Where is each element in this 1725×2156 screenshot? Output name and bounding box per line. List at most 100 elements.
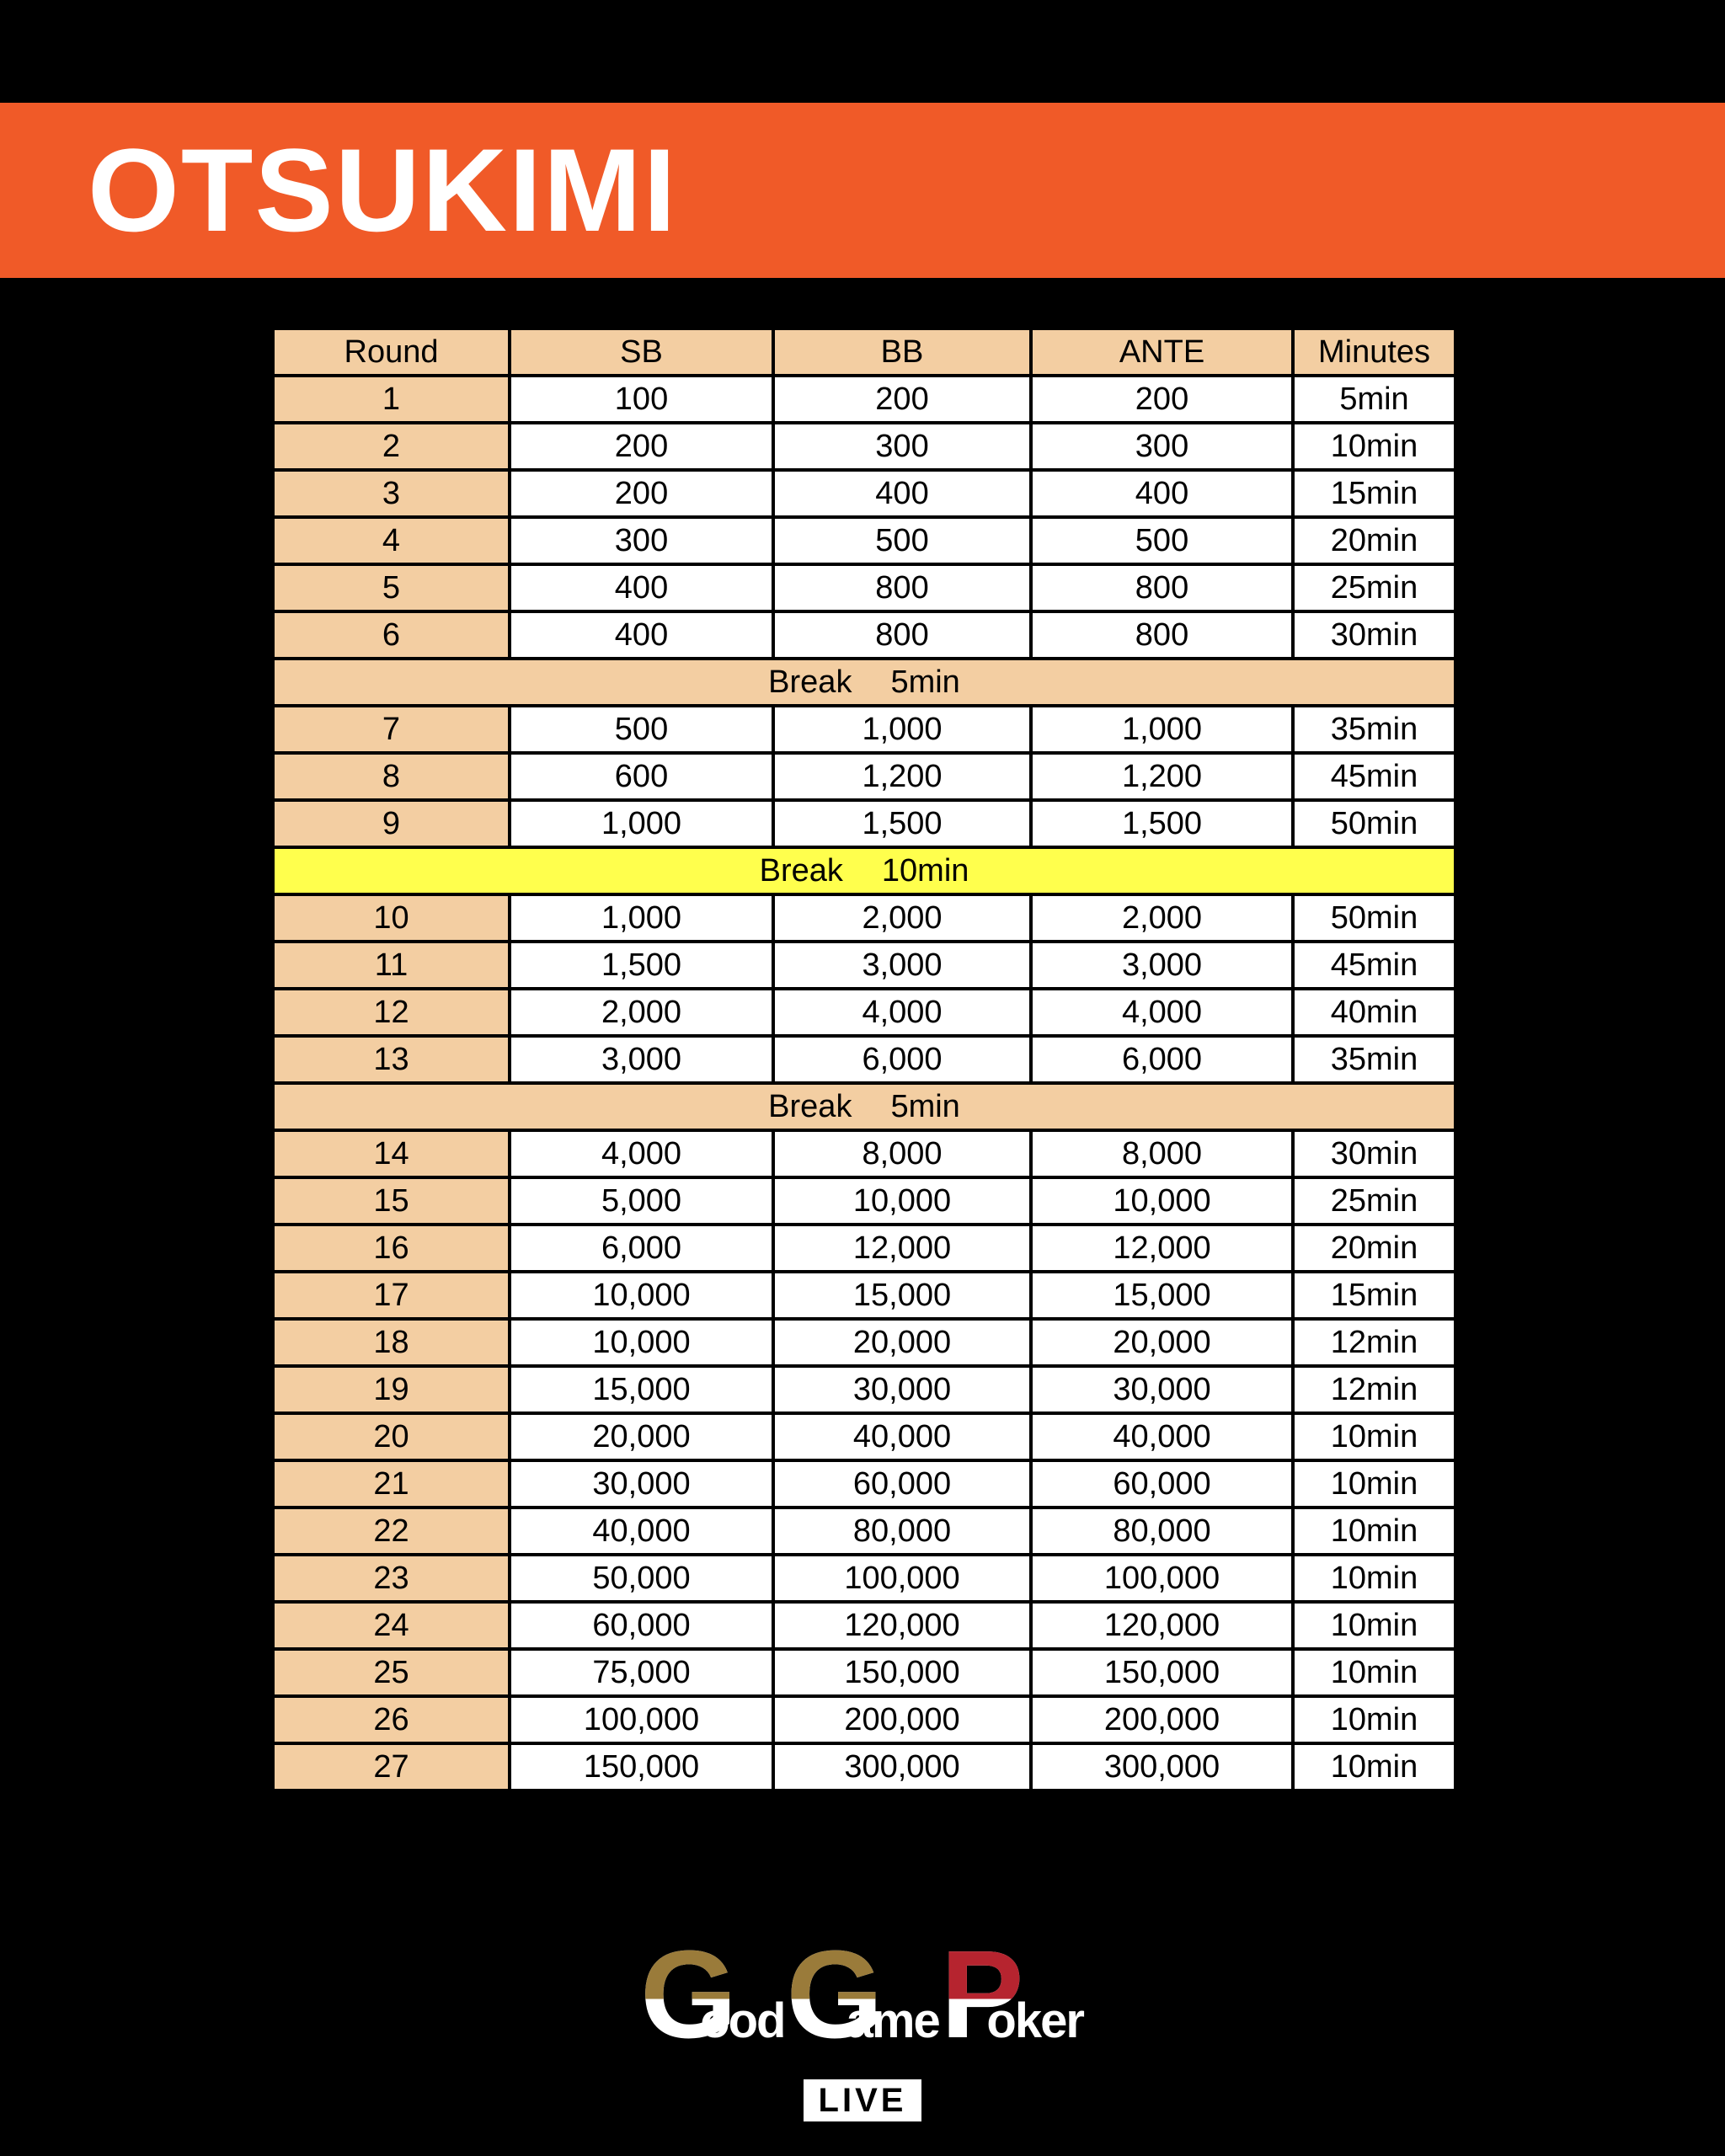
bb-cell: 30,000 bbox=[772, 1364, 1033, 1415]
ante-cell: 2,000 bbox=[1029, 893, 1295, 943]
bb-cell: 100,000 bbox=[772, 1553, 1033, 1604]
round-cell: 15 bbox=[271, 1176, 511, 1226]
ante-cell: 80,000 bbox=[1029, 1506, 1295, 1556]
logo-letter-g2-base: G bbox=[786, 1925, 884, 2064]
ante-cell: 400 bbox=[1029, 468, 1295, 519]
logo-text-oker: oker bbox=[986, 1993, 1085, 2048]
round-cell: 27 bbox=[271, 1742, 511, 1792]
sb-cell: 10,000 bbox=[508, 1270, 775, 1321]
level-row-13: 13 3,000 6,000 6,000 35min bbox=[271, 1034, 1457, 1085]
round-cell: 13 bbox=[271, 1034, 511, 1085]
column-header-minutes: Minutes bbox=[1291, 327, 1457, 377]
ante-cell: 12,000 bbox=[1029, 1223, 1295, 1273]
bb-cell: 1,000 bbox=[772, 704, 1033, 755]
minutes-cell: 25min bbox=[1291, 563, 1457, 613]
level-row-17: 17 10,000 15,000 15,000 15min bbox=[271, 1270, 1457, 1321]
break-duration: 10min bbox=[881, 852, 969, 889]
round-cell: 8 bbox=[271, 751, 511, 802]
level-row-9: 9 1,000 1,500 1,500 50min bbox=[271, 798, 1457, 849]
bb-cell: 20,000 bbox=[772, 1317, 1033, 1368]
sb-cell: 40,000 bbox=[508, 1506, 775, 1556]
level-row-21: 21 30,000 60,000 60,000 10min bbox=[271, 1459, 1457, 1509]
sb-cell: 300 bbox=[508, 515, 775, 566]
ante-cell: 8,000 bbox=[1029, 1129, 1295, 1179]
minutes-cell: 15min bbox=[1291, 468, 1457, 519]
round-cell: 11 bbox=[271, 940, 511, 990]
logo-letter-g1-base: G bbox=[640, 1925, 738, 2064]
minutes-cell: 30min bbox=[1291, 1129, 1457, 1179]
table-wrap: Round SB BB ANTE Minutes 1 100 200 200 5min 2 200 3… bbox=[271, 327, 1457, 1792]
bb-cell: 800 bbox=[772, 563, 1033, 613]
column-header-ante: ANTE bbox=[1029, 327, 1295, 377]
minutes-cell: 10min bbox=[1291, 1459, 1457, 1509]
level-row-10: 10 1,000 2,000 2,000 50min bbox=[271, 893, 1457, 943]
minutes-cell: 12min bbox=[1291, 1317, 1457, 1368]
level-row-7: 7 500 1,000 1,000 35min bbox=[271, 704, 1457, 755]
ante-cell: 500 bbox=[1029, 515, 1295, 566]
break-label: Break bbox=[768, 1088, 852, 1124]
ante-cell: 800 bbox=[1029, 610, 1295, 660]
level-row-12: 12 2,000 4,000 4,000 40min bbox=[271, 987, 1457, 1038]
bb-cell: 2,000 bbox=[772, 893, 1033, 943]
sb-cell: 75,000 bbox=[508, 1647, 775, 1698]
ante-cell: 200 bbox=[1029, 374, 1295, 424]
header-row: Round SB BB ANTE Minutes bbox=[271, 327, 1457, 377]
level-row-20: 20 20,000 40,000 40,000 10min bbox=[271, 1412, 1457, 1462]
bb-cell: 1,200 bbox=[772, 751, 1033, 802]
minutes-cell: 10min bbox=[1291, 1694, 1457, 1745]
ante-cell: 120,000 bbox=[1029, 1600, 1295, 1651]
bb-cell: 1,500 bbox=[772, 798, 1033, 849]
minutes-cell: 40min bbox=[1291, 987, 1457, 1038]
page-title: OTSUKIMI bbox=[88, 124, 678, 256]
bb-cell: 12,000 bbox=[772, 1223, 1033, 1273]
sb-cell: 2,000 bbox=[508, 987, 775, 1038]
minutes-cell: 10min bbox=[1291, 1647, 1457, 1698]
sb-cell: 5,000 bbox=[508, 1176, 775, 1226]
sb-cell: 10,000 bbox=[508, 1317, 775, 1368]
round-cell: 1 bbox=[271, 374, 511, 424]
sb-cell: 1,500 bbox=[508, 940, 775, 990]
level-row-2: 2 200 300 300 10min bbox=[271, 421, 1457, 472]
sb-cell: 200 bbox=[508, 468, 775, 519]
ante-cell: 150,000 bbox=[1029, 1647, 1295, 1698]
minutes-cell: 20min bbox=[1291, 1223, 1457, 1273]
level-row-25: 25 75,000 150,000 150,000 10min bbox=[271, 1647, 1457, 1698]
level-row-27: 27 150,000 300,000 300,000 10min bbox=[271, 1742, 1457, 1792]
round-cell: 25 bbox=[271, 1647, 511, 1698]
break-cell: Break 5min bbox=[271, 1081, 1457, 1132]
round-cell: 3 bbox=[271, 468, 511, 519]
bb-cell: 300,000 bbox=[772, 1742, 1033, 1792]
live-label: LIVE bbox=[818, 2082, 907, 2119]
sb-cell: 150,000 bbox=[508, 1742, 775, 1792]
round-cell: 12 bbox=[271, 987, 511, 1038]
ante-cell: 1,500 bbox=[1029, 798, 1295, 849]
ante-cell: 1,200 bbox=[1029, 751, 1295, 802]
bb-cell: 10,000 bbox=[772, 1176, 1033, 1226]
sb-cell: 30,000 bbox=[508, 1459, 775, 1509]
round-cell: 10 bbox=[271, 893, 511, 943]
ante-cell: 4,000 bbox=[1029, 987, 1295, 1038]
level-row-26: 26 100,000 200,000 200,000 10min bbox=[271, 1694, 1457, 1745]
minutes-cell: 50min bbox=[1291, 798, 1457, 849]
round-cell: 9 bbox=[271, 798, 511, 849]
ante-cell: 60,000 bbox=[1029, 1459, 1295, 1509]
minutes-cell: 10min bbox=[1291, 1600, 1457, 1651]
sb-cell: 400 bbox=[508, 610, 775, 660]
round-cell: 4 bbox=[271, 515, 511, 566]
ante-cell: 1,000 bbox=[1029, 704, 1295, 755]
title-banner: OTSUKIMI bbox=[0, 103, 1725, 278]
bb-cell: 500 bbox=[772, 515, 1033, 566]
logo-letter-g1-overlay: G bbox=[640, 1925, 738, 2064]
bb-cell: 120,000 bbox=[772, 1600, 1033, 1651]
ante-cell: 300,000 bbox=[1029, 1742, 1295, 1792]
live-badge: LIVE bbox=[803, 2079, 922, 2121]
bb-cell: 60,000 bbox=[772, 1459, 1033, 1509]
logo-letter-g2-overlay: G bbox=[786, 1925, 884, 2064]
ante-cell: 10,000 bbox=[1029, 1176, 1295, 1226]
ante-cell: 3,000 bbox=[1029, 940, 1295, 990]
minutes-cell: 20min bbox=[1291, 515, 1457, 566]
column-header-round: Round bbox=[271, 327, 511, 377]
level-row-6: 6 400 800 800 30min bbox=[271, 610, 1457, 660]
